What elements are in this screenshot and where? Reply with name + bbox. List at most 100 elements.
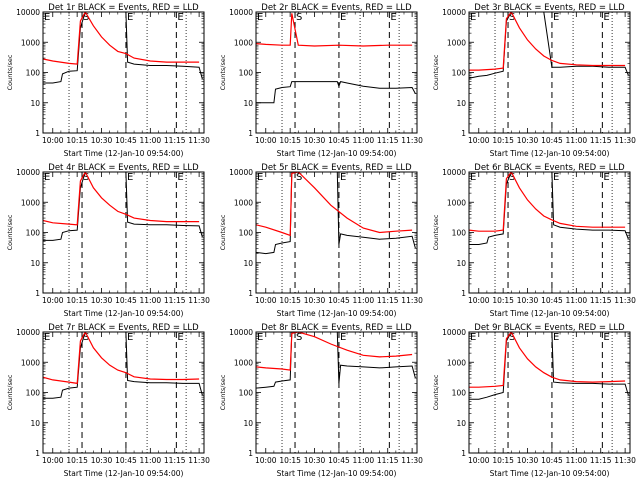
y-tick-label: 1	[248, 289, 253, 298]
x-tick-label: 11:00	[140, 456, 162, 465]
x-tick-label: 10:15	[66, 136, 88, 145]
lld-line	[43, 172, 200, 226]
x-tick-label: 11:00	[566, 136, 588, 145]
x-tick-label: 11:30	[614, 136, 636, 145]
x-tick-label: 10:15	[492, 296, 514, 305]
x-axis-label: Start Time (12-Jan-10 09:54:00)	[64, 309, 184, 318]
lld-line	[469, 12, 626, 71]
marker-label: S	[296, 332, 302, 343]
x-tick-label: 11:30	[188, 456, 210, 465]
x-tick-label: 11:00	[353, 296, 375, 305]
x-tick-label: 11:30	[401, 456, 423, 465]
x-tick-label: 11:15	[590, 456, 612, 465]
marker-label: E	[470, 332, 476, 343]
x-tick-label: 10:00	[255, 296, 277, 305]
x-tick-label: 10:45	[115, 136, 137, 145]
x-tick-label: 11:15	[164, 456, 186, 465]
lld-line	[256, 13, 413, 47]
plot-frame	[468, 11, 631, 134]
x-tick-label: 11:30	[401, 136, 423, 145]
x-tick-label: 10:45	[115, 296, 137, 305]
y-tick-label: 10000	[229, 8, 253, 17]
panel-title: Det 3r BLACK = Events, RED = LLD	[474, 3, 625, 13]
x-axis-label: Start Time (12-Jan-10 09:54:00)	[64, 469, 184, 478]
plot-frame	[468, 331, 631, 454]
x-tick-label: 10:00	[468, 456, 490, 465]
marker-label: E	[340, 172, 346, 183]
y-tick-label: 10000	[229, 168, 253, 177]
x-tick-label: 10:45	[541, 456, 563, 465]
x-axis-label: Start Time (12-Jan-10 09:54:00)	[277, 469, 397, 478]
marker-label: E	[553, 172, 559, 183]
panel-title: Det 2r BLACK = Events, RED = LLD	[261, 3, 412, 13]
plot-frame	[468, 171, 631, 294]
marker-label: S	[509, 12, 515, 23]
y-tick-label: 10	[243, 419, 253, 428]
marker-label: E	[340, 12, 346, 23]
x-axis-label: Start Time (12-Jan-10 09:54:00)	[490, 469, 610, 478]
panel-title: Det 9r BLACK = Events, RED = LLD	[474, 323, 625, 333]
y-axis-label: Counts/sec	[6, 374, 14, 410]
y-tick-label: 1000	[234, 358, 253, 367]
x-tick-label: 10:30	[517, 456, 539, 465]
x-tick-label: 10:00	[468, 136, 490, 145]
y-tick-label: 10000	[16, 8, 40, 17]
x-tick-label: 10:15	[66, 296, 88, 305]
y-tick-label: 100	[452, 69, 467, 78]
marker-label: E	[177, 172, 183, 183]
x-tick-label: 10:15	[492, 456, 514, 465]
x-tick-label: 10:00	[468, 296, 490, 305]
x-axis-label: Start Time (12-Jan-10 09:54:00)	[277, 309, 397, 318]
marker-label: S	[83, 332, 89, 343]
marker-label: E	[390, 172, 396, 183]
x-tick-label: 11:15	[590, 136, 612, 145]
marker-label: E	[553, 12, 559, 23]
lld-line	[43, 12, 200, 65]
y-tick-label: 1000	[234, 198, 253, 207]
y-tick-label: 1	[35, 449, 40, 458]
y-tick-label: 10	[30, 259, 40, 268]
x-axis-label: Start Time (12-Jan-10 09:54:00)	[490, 149, 610, 158]
y-tick-label: 10	[243, 99, 253, 108]
y-tick-label: 1	[248, 449, 253, 458]
x-tick-label: 11:00	[140, 136, 162, 145]
x-tick-label: 10:30	[91, 296, 113, 305]
panel-title: Det 8r BLACK = Events, RED = LLD	[261, 323, 412, 333]
x-tick-label: 10:30	[304, 136, 326, 145]
y-tick-label: 1000	[447, 198, 466, 207]
panel-5: Det 5r BLACK = Events, RED = LLD Counts/s…	[219, 163, 423, 318]
x-tick-label: 11:00	[566, 296, 588, 305]
x-axis-label: Start Time (12-Jan-10 09:54:00)	[64, 149, 184, 158]
x-tick-label: 10:30	[304, 296, 326, 305]
x-tick-label: 10:15	[279, 456, 301, 465]
x-tick-label: 10:00	[42, 456, 64, 465]
marker-label: E	[257, 332, 263, 343]
marker-label: E	[603, 12, 609, 23]
x-tick-label: 11:00	[566, 456, 588, 465]
x-tick-label: 10:45	[328, 136, 350, 145]
x-tick-label: 10:15	[66, 456, 88, 465]
y-tick-label: 100	[26, 69, 41, 78]
y-axis-label: Counts/sec	[219, 54, 227, 90]
y-tick-label: 100	[239, 69, 254, 78]
y-axis-label: Counts/sec	[219, 374, 227, 410]
plot-frame	[255, 331, 418, 454]
x-tick-label: 10:30	[304, 456, 326, 465]
x-tick-label: 10:00	[42, 136, 64, 145]
events-line	[43, 332, 203, 399]
x-tick-label: 10:45	[115, 456, 137, 465]
x-tick-label: 11:30	[614, 456, 636, 465]
y-tick-label: 1000	[21, 38, 40, 47]
x-tick-label: 11:00	[353, 136, 375, 145]
marker-label: S	[509, 332, 515, 343]
y-axis-label: Counts/sec	[219, 214, 227, 250]
y-tick-label: 10000	[442, 168, 466, 177]
x-tick-label: 10:00	[255, 456, 277, 465]
x-tick-label: 11:00	[140, 296, 162, 305]
y-tick-label: 10	[456, 99, 466, 108]
y-axis-label: Counts/sec	[432, 54, 440, 90]
y-axis-label: Counts/sec	[6, 214, 14, 250]
events-line	[256, 81, 416, 104]
y-tick-label: 1	[461, 129, 466, 138]
plot-frame	[255, 171, 418, 294]
